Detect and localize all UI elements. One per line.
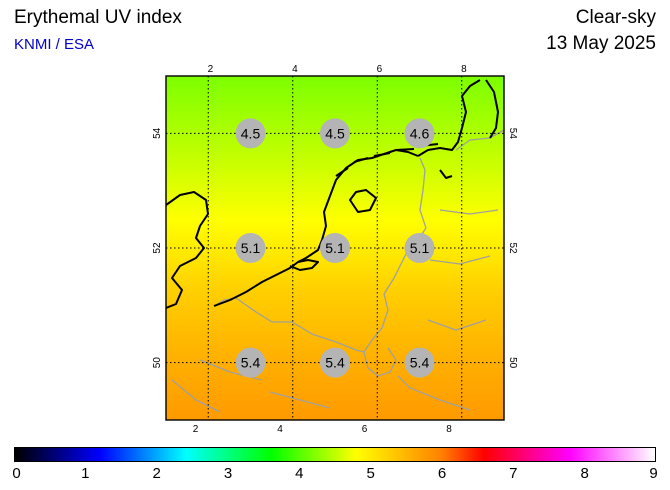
uv-marker: 5.1 xyxy=(320,233,350,263)
uv-marker: 4.6 xyxy=(404,118,435,149)
colorbar-tick-3: 3 xyxy=(223,465,233,482)
uv-marker: 4.5 xyxy=(320,118,350,149)
border-fr-internal-2 xyxy=(269,391,331,409)
border-dk xyxy=(455,129,504,151)
colorbar-tick-1: 1 xyxy=(81,465,90,482)
uv-marker: 5.1 xyxy=(404,233,435,263)
island-2 xyxy=(353,157,369,163)
uv-marker: 4.5 xyxy=(235,118,266,149)
lon-tick-bottom-6: 6 xyxy=(362,424,368,435)
border-be-fr xyxy=(235,297,365,353)
uv-marker-circle xyxy=(320,347,350,378)
axis-tick-labels: 2 2 4 4 6 6 8 8 54 54 52 52 50 50 xyxy=(152,64,518,435)
colorbar-tick-8: 8 xyxy=(580,465,589,482)
lon-tick-bottom-2: 2 xyxy=(193,424,199,435)
border-de-fr xyxy=(397,375,471,411)
colorbar-tick-2: 2 xyxy=(152,465,161,482)
uv-marker-circle xyxy=(320,233,350,263)
lon-tick-top-6: 6 xyxy=(377,64,383,75)
border-de-internal-3 xyxy=(427,319,487,331)
lat-tick-right-54: 54 xyxy=(507,128,518,140)
uv-marker-value: 5.1 xyxy=(241,240,261,256)
coast-dk-east xyxy=(485,79,499,139)
uv-marker-value: 4.5 xyxy=(325,125,345,141)
lat-tick-left-50: 50 xyxy=(152,357,163,369)
colorbar-tick-6: 6 xyxy=(437,465,447,482)
uv-marker-value: 5.4 xyxy=(325,355,345,371)
border-fr-internal-3 xyxy=(171,379,221,413)
lat-tick-left-54: 54 xyxy=(152,127,163,139)
map-frame xyxy=(165,75,505,421)
lat-tick-right-52: 52 xyxy=(507,242,518,254)
lon-tick-top-8: 8 xyxy=(461,64,467,75)
uv-marker-value: 5.4 xyxy=(241,355,261,371)
uv-colorbar xyxy=(14,447,656,462)
uv-markers: 4.5 4.5 4.6 5.1 5.1 5.1 5.4 5.4 5.4 xyxy=(235,118,435,378)
colorbar-tick-4: 4 xyxy=(295,465,304,482)
colorbar-tick-5: 5 xyxy=(366,465,375,482)
lat-tick-left-52: 52 xyxy=(152,242,163,254)
island-3 xyxy=(373,152,391,157)
coast-zeeland xyxy=(289,259,319,271)
uv-marker-value: 4.6 xyxy=(410,125,430,141)
lat-tick-right-50: 50 xyxy=(507,357,518,369)
border-de-internal-1 xyxy=(439,209,499,215)
uv-marker: 5.1 xyxy=(235,233,266,263)
lon-tick-bottom-4: 4 xyxy=(277,424,283,435)
lon-tick-bottom-8: 8 xyxy=(446,424,452,435)
uv-marker: 5.4 xyxy=(320,347,350,378)
lon-tick-top-4: 4 xyxy=(292,64,298,75)
colorbar-tick-7: 7 xyxy=(509,465,518,482)
uv-marker-circle xyxy=(320,118,350,149)
data-source: KNMI / ESA xyxy=(14,36,95,53)
coast-ijsselmeer xyxy=(349,189,377,213)
uv-marker-circle xyxy=(235,347,266,378)
coast-fjord xyxy=(439,169,453,179)
uv-marker-circle xyxy=(235,118,266,149)
map-date: 13 May 2025 xyxy=(546,33,656,54)
lon-tick-top-2: 2 xyxy=(208,64,214,75)
border-be-de xyxy=(363,293,389,353)
uv-marker-value: 5.1 xyxy=(325,240,345,256)
uv-marker-value: 5.1 xyxy=(410,240,430,256)
uv-marker-circle xyxy=(235,233,266,263)
product-type: Clear-sky xyxy=(575,7,656,28)
border-de-internal-2 xyxy=(429,255,491,265)
uv-marker-circle xyxy=(404,233,435,263)
colorbar-tick-0: 0 xyxy=(12,465,21,482)
wadden-islands xyxy=(335,143,439,177)
uv-marker-value: 4.5 xyxy=(241,125,261,141)
map-title: Erythemal UV index xyxy=(14,7,182,28)
coast-england xyxy=(166,191,209,309)
uv-marker-circle xyxy=(404,118,435,149)
colorbar-tick-9: 9 xyxy=(649,465,658,482)
uv-marker: 5.4 xyxy=(235,347,266,378)
island-4 xyxy=(395,148,415,151)
coast-de-dk xyxy=(417,79,481,157)
uv-marker-value: 5.4 xyxy=(410,355,430,371)
island-1 xyxy=(335,167,349,177)
uv-marker: 5.4 xyxy=(404,347,435,378)
border-lux xyxy=(363,347,397,377)
uv-marker-circle xyxy=(404,347,435,378)
